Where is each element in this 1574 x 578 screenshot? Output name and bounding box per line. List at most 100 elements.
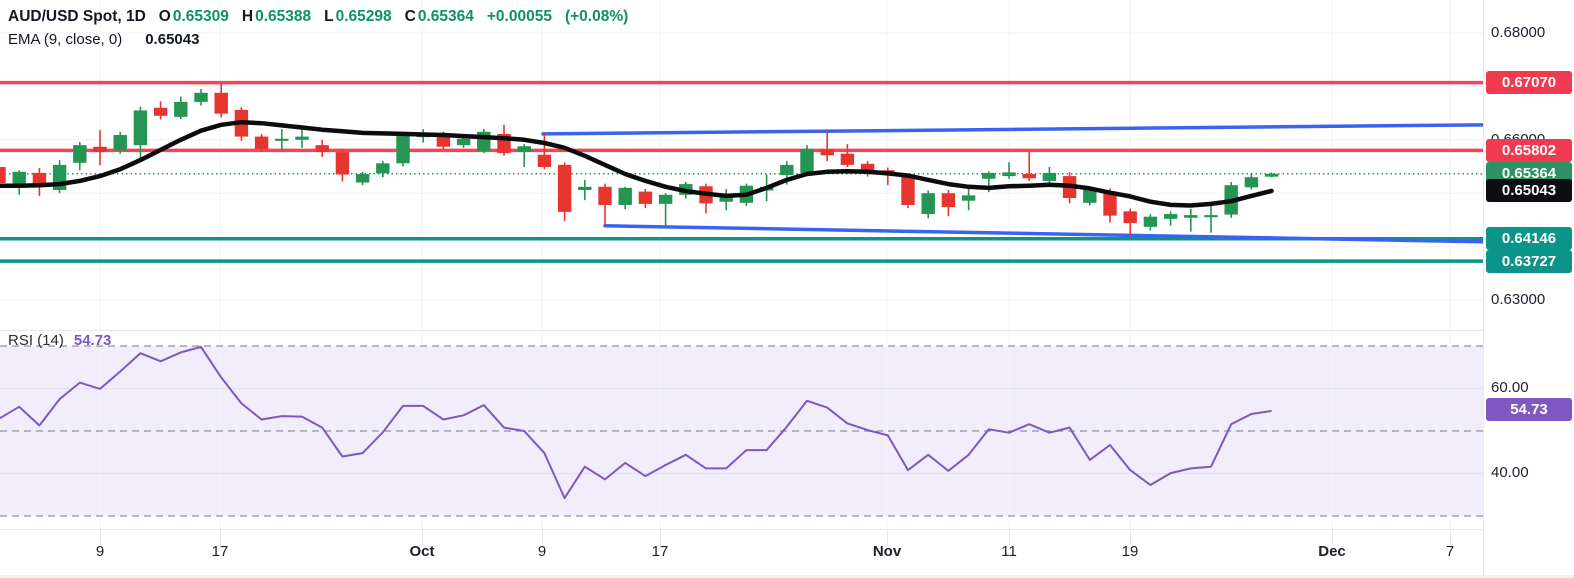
time-axis[interactable]: 9 17 Oct 9 17 Nov 11 19 Dec 7	[0, 529, 1483, 576]
candle-body	[1083, 189, 1097, 203]
symbol-title[interactable]: AUD/USD Spot, 1D	[8, 8, 146, 25]
open-value: O 0.65309	[158, 8, 229, 25]
candle-body	[780, 164, 794, 176]
rsi-pane[interactable]	[0, 330, 1483, 530]
time-tick-mark	[1009, 530, 1010, 545]
time-axis-label: 17	[211, 543, 229, 560]
ema-line[interactable]	[0, 119, 1274, 208]
candle-body	[335, 152, 350, 175]
time-axis-label: Dec	[1318, 543, 1346, 560]
change-value: +0.00055	[486, 8, 552, 25]
low-value: L 0.65298	[324, 8, 392, 25]
candle-body	[1204, 215, 1218, 218]
price-level-badge: 0.65802	[1486, 138, 1572, 162]
upper-channel-trendline[interactable]	[541, 123, 1483, 136]
ema-legend-row: EMA (9, close, 0) 0.65043	[8, 28, 628, 50]
rsi-indicator-value: 54.73	[73, 332, 112, 349]
close-value: C 0.65364	[404, 8, 474, 25]
candle-body	[961, 195, 976, 201]
candle-body	[820, 149, 834, 156]
rsi-indicator-label[interactable]: RSI (14)	[8, 332, 64, 349]
rsi-axis-label: 60.00	[1491, 378, 1529, 396]
time-axis-label: 9	[95, 543, 105, 560]
ema-indicator-label[interactable]: EMA (9, close, 0)	[8, 30, 123, 48]
time-tick-mark	[660, 530, 661, 545]
price-chart-pane[interactable]	[0, 0, 1483, 330]
candle-body	[840, 153, 855, 165]
candle-body	[1244, 177, 1259, 188]
candle-body	[436, 134, 451, 147]
price-axis-label: 0.63000	[1491, 291, 1546, 308]
candle-body	[557, 164, 572, 212]
candle-body	[153, 107, 168, 116]
candle-body	[174, 101, 188, 117]
price-level-badge: 0.65043	[1486, 179, 1572, 203]
candle-body	[598, 186, 612, 205]
candle-body	[194, 92, 208, 102]
candle-body	[1002, 172, 1016, 177]
candle-body	[537, 154, 552, 168]
candle-body	[860, 163, 875, 171]
time-tick-mark	[1332, 530, 1333, 545]
candle-body	[275, 138, 289, 141]
candle-body	[921, 193, 935, 215]
ema-indicator-value: 0.65043	[145, 30, 200, 48]
candle-body	[0, 167, 6, 184]
rsi-band	[0, 346, 1483, 516]
rsi-value-badge: 54.73	[1486, 398, 1572, 422]
candle-body	[1103, 191, 1117, 216]
candle-body	[396, 136, 410, 164]
candle-body	[376, 163, 390, 174]
candle-body	[941, 193, 956, 208]
candle-body	[1022, 173, 1036, 179]
time-tick-mark	[100, 530, 101, 545]
candle-body	[1143, 216, 1158, 227]
candle-body	[982, 172, 996, 179]
candle-body	[638, 191, 653, 204]
candle-body	[73, 145, 87, 163]
rsi-canvas[interactable]	[0, 331, 1483, 529]
time-tick-mark	[220, 530, 221, 545]
rsi-line[interactable]	[0, 345, 1272, 500]
candle-body	[254, 136, 269, 149]
price-chart-canvas[interactable]	[0, 0, 1483, 330]
candle-body	[113, 134, 127, 151]
candle-body	[1184, 215, 1198, 218]
candle-body	[456, 138, 471, 146]
high-value: H 0.65388	[241, 8, 312, 25]
candle-body	[133, 110, 148, 146]
candle-body	[1163, 214, 1178, 219]
candle-body	[719, 196, 733, 202]
price-level-badge: 0.67070	[1486, 71, 1572, 95]
price-level-badge: 0.64146	[1486, 227, 1572, 251]
time-axis-label: 19	[1121, 543, 1139, 560]
rsi-axis-label: 40.00	[1491, 463, 1529, 481]
lower-channel-trendline[interactable]	[603, 224, 1483, 244]
candle-body	[658, 194, 673, 204]
price-level-badge: 0.63727	[1486, 249, 1572, 273]
time-tick-mark	[422, 530, 423, 545]
symbol-legend-row: AUD/USD Spot, 1D O 0.65309 H 0.65388 L 0.65…	[8, 6, 628, 28]
time-tick-mark	[1450, 530, 1451, 545]
price-axis[interactable]: 0.680000.660000.630000.670700.658020.653…	[1483, 0, 1574, 575]
candle-body	[901, 177, 915, 205]
candle-body	[1042, 172, 1057, 181]
candle-body	[517, 146, 531, 153]
candle-body	[12, 171, 26, 186]
chart-legend: AUD/USD Spot, 1D O 0.65309 H 0.65388 L 0.65…	[8, 6, 628, 50]
time-axis-label: 11	[1001, 543, 1017, 560]
bottom-edge-strip	[0, 575, 1574, 578]
time-axis-label: 7	[1445, 543, 1455, 560]
candle-body	[1123, 211, 1137, 224]
candle-body	[355, 173, 370, 183]
change-percent: (+0.08%)	[564, 8, 629, 25]
candle-body	[800, 148, 814, 173]
candle-body	[32, 172, 47, 186]
time-axis-label: 9	[537, 543, 547, 560]
candle-body	[214, 92, 228, 114]
candlesticks-layer	[0, 83, 1279, 236]
candle-body	[1264, 173, 1279, 177]
rsi-legend: RSI (14) 54.73	[8, 332, 111, 349]
time-tick-mark	[542, 530, 543, 545]
